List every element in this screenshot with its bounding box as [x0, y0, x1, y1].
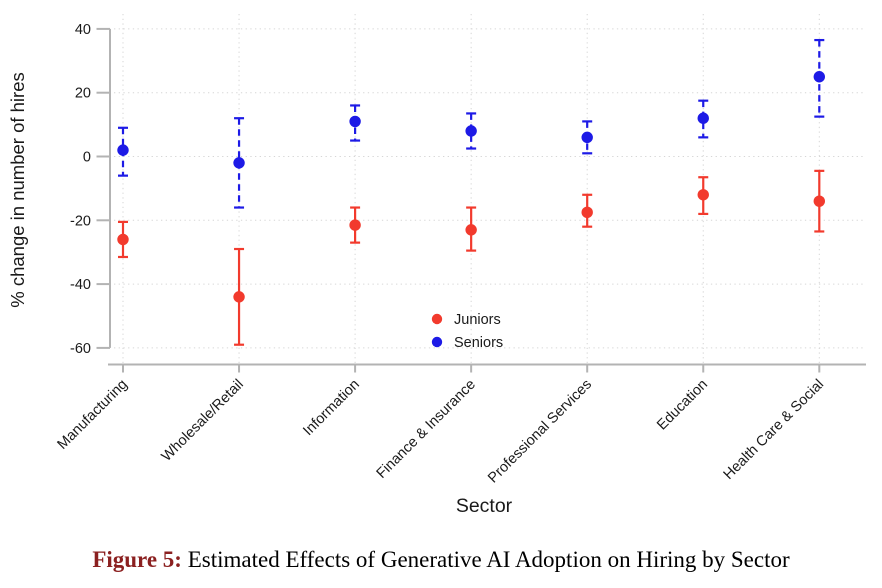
data-point-juniors — [465, 224, 477, 236]
x-category-label: Information — [300, 377, 363, 440]
y-tick-label: -40 — [70, 277, 91, 293]
data-point-juniors — [697, 189, 709, 201]
data-point-juniors — [233, 291, 245, 303]
figure-caption-label: Figure 5: — [92, 547, 182, 572]
figure-caption: Figure 5: Estimated Effects of Generativ… — [0, 546, 882, 574]
data-point-juniors — [349, 219, 361, 231]
data-point-seniors — [813, 71, 825, 83]
data-point-seniors — [581, 131, 593, 144]
data-point-seniors — [349, 115, 361, 128]
y-tick-label: -20 — [70, 213, 91, 229]
legend-label-seniors: Seniors — [454, 335, 503, 351]
x-category-label: Professional Services — [485, 377, 595, 487]
y-axis-title: % change in number of hires — [7, 72, 28, 308]
legend-marker-juniors — [431, 313, 443, 325]
x-category-label: Manufacturing — [55, 377, 131, 453]
y-tick-label: 20 — [75, 86, 91, 102]
x-category-label: Wholesale/Retail — [159, 377, 247, 465]
y-tick-label: 40 — [75, 22, 91, 38]
data-point-juniors — [581, 206, 593, 219]
figure-caption-text: Estimated Effects of Generative AI Adopt… — [181, 547, 790, 572]
data-point-seniors — [233, 157, 245, 169]
figure: 40 20 0 -20 -40 -60 Manufacturing Wholesale/Ret… — [0, 14, 882, 574]
legend-label-juniors: Juniors — [454, 312, 501, 328]
x-axis-title: Sector — [456, 495, 513, 517]
x-category-label: Education — [654, 377, 711, 434]
data-point-seniors — [117, 144, 129, 156]
data-point-juniors — [117, 233, 129, 246]
data-point-juniors — [813, 195, 825, 207]
x-category-label: Finance & Insurance — [374, 377, 479, 482]
x-category-label: Health Care & Social — [721, 377, 827, 483]
y-tick-label: 0 — [83, 150, 91, 166]
data-point-seniors — [465, 125, 477, 137]
y-tick-label: -60 — [70, 341, 91, 357]
hiring-effects-by-sector-chart: 40 20 0 -20 -40 -60 Manufacturing Wholesale/Ret… — [7, 14, 866, 517]
data-point-seniors — [697, 112, 709, 124]
legend-marker-seniors — [431, 336, 443, 348]
